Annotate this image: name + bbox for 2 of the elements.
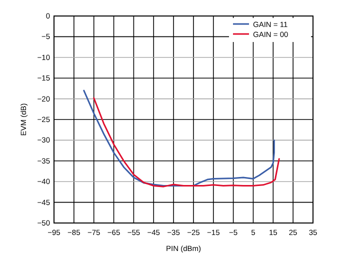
- line-series: [93, 97, 280, 188]
- line-series: [83, 90, 275, 186]
